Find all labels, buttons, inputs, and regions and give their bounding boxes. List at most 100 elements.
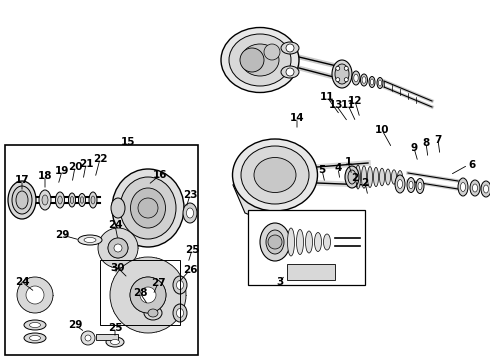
Text: 29: 29 <box>68 320 82 330</box>
Ellipse shape <box>315 233 321 252</box>
Ellipse shape <box>232 139 318 211</box>
Text: 24: 24 <box>15 277 29 287</box>
Ellipse shape <box>58 196 62 204</box>
Ellipse shape <box>354 74 358 82</box>
Ellipse shape <box>187 208 194 218</box>
Ellipse shape <box>24 333 46 343</box>
Ellipse shape <box>16 191 28 209</box>
Ellipse shape <box>386 169 391 185</box>
Text: 29: 29 <box>55 230 69 240</box>
Ellipse shape <box>332 60 352 88</box>
Ellipse shape <box>362 166 367 188</box>
Ellipse shape <box>80 197 84 203</box>
Ellipse shape <box>176 309 183 318</box>
Ellipse shape <box>120 177 176 239</box>
Ellipse shape <box>42 195 48 205</box>
Ellipse shape <box>111 198 125 218</box>
Ellipse shape <box>470 180 480 196</box>
Ellipse shape <box>55 192 65 208</box>
Ellipse shape <box>254 158 296 193</box>
Ellipse shape <box>296 230 303 255</box>
Circle shape <box>140 287 156 303</box>
Ellipse shape <box>69 193 75 207</box>
Ellipse shape <box>173 276 187 294</box>
Text: 17: 17 <box>15 175 29 185</box>
Circle shape <box>130 277 166 313</box>
Ellipse shape <box>345 166 359 188</box>
Circle shape <box>240 48 264 72</box>
Ellipse shape <box>24 320 46 330</box>
Ellipse shape <box>481 181 490 197</box>
Ellipse shape <box>84 238 96 243</box>
Ellipse shape <box>221 27 299 93</box>
Text: 10: 10 <box>375 125 389 135</box>
Text: 26: 26 <box>183 265 197 275</box>
Ellipse shape <box>144 306 162 320</box>
Ellipse shape <box>395 175 405 193</box>
Bar <box>5 145 198 355</box>
Ellipse shape <box>361 74 368 86</box>
Text: 25: 25 <box>108 323 122 333</box>
Ellipse shape <box>418 182 422 190</box>
Ellipse shape <box>229 34 291 86</box>
Text: 13: 13 <box>329 100 343 110</box>
Ellipse shape <box>70 197 74 203</box>
Ellipse shape <box>409 181 413 189</box>
Ellipse shape <box>407 177 415 193</box>
Ellipse shape <box>392 170 396 184</box>
Ellipse shape <box>91 196 95 204</box>
Text: 8: 8 <box>422 138 430 148</box>
Circle shape <box>344 78 348 82</box>
Ellipse shape <box>378 80 382 86</box>
Ellipse shape <box>288 228 294 256</box>
Circle shape <box>108 238 128 258</box>
Text: 14: 14 <box>290 113 304 123</box>
Ellipse shape <box>173 304 187 322</box>
Ellipse shape <box>29 323 41 328</box>
Text: 18: 18 <box>38 171 52 181</box>
Ellipse shape <box>266 230 284 254</box>
Text: 24: 24 <box>108 220 122 230</box>
Text: 6: 6 <box>468 160 475 170</box>
Ellipse shape <box>461 183 465 192</box>
Circle shape <box>286 44 294 52</box>
Ellipse shape <box>397 180 402 189</box>
Ellipse shape <box>8 181 36 219</box>
Ellipse shape <box>484 185 489 193</box>
Ellipse shape <box>305 231 313 253</box>
Circle shape <box>85 335 91 341</box>
Text: 20: 20 <box>68 162 82 172</box>
Circle shape <box>336 66 340 70</box>
Ellipse shape <box>335 64 349 84</box>
Text: 11: 11 <box>341 100 355 110</box>
Ellipse shape <box>241 44 279 76</box>
Ellipse shape <box>377 77 383 89</box>
Ellipse shape <box>472 184 477 192</box>
Ellipse shape <box>241 146 309 204</box>
Ellipse shape <box>416 179 424 194</box>
Circle shape <box>336 78 340 82</box>
Bar <box>100 260 180 325</box>
Ellipse shape <box>281 66 299 78</box>
Circle shape <box>138 198 158 218</box>
Text: 2: 2 <box>351 173 359 183</box>
Ellipse shape <box>148 309 158 317</box>
Ellipse shape <box>176 280 183 289</box>
Text: 5: 5 <box>318 165 326 175</box>
Text: 2: 2 <box>362 178 368 188</box>
Circle shape <box>268 235 282 249</box>
Text: 3: 3 <box>276 277 284 287</box>
Text: 25: 25 <box>185 245 199 255</box>
Ellipse shape <box>39 190 51 210</box>
Ellipse shape <box>323 234 330 250</box>
Text: 22: 22 <box>93 154 107 164</box>
Ellipse shape <box>260 223 290 261</box>
Circle shape <box>17 277 53 313</box>
Circle shape <box>344 66 348 70</box>
Ellipse shape <box>373 167 378 186</box>
Ellipse shape <box>89 192 97 208</box>
Ellipse shape <box>362 77 366 83</box>
Text: 19: 19 <box>55 166 69 176</box>
Ellipse shape <box>369 77 375 87</box>
Circle shape <box>114 244 122 252</box>
